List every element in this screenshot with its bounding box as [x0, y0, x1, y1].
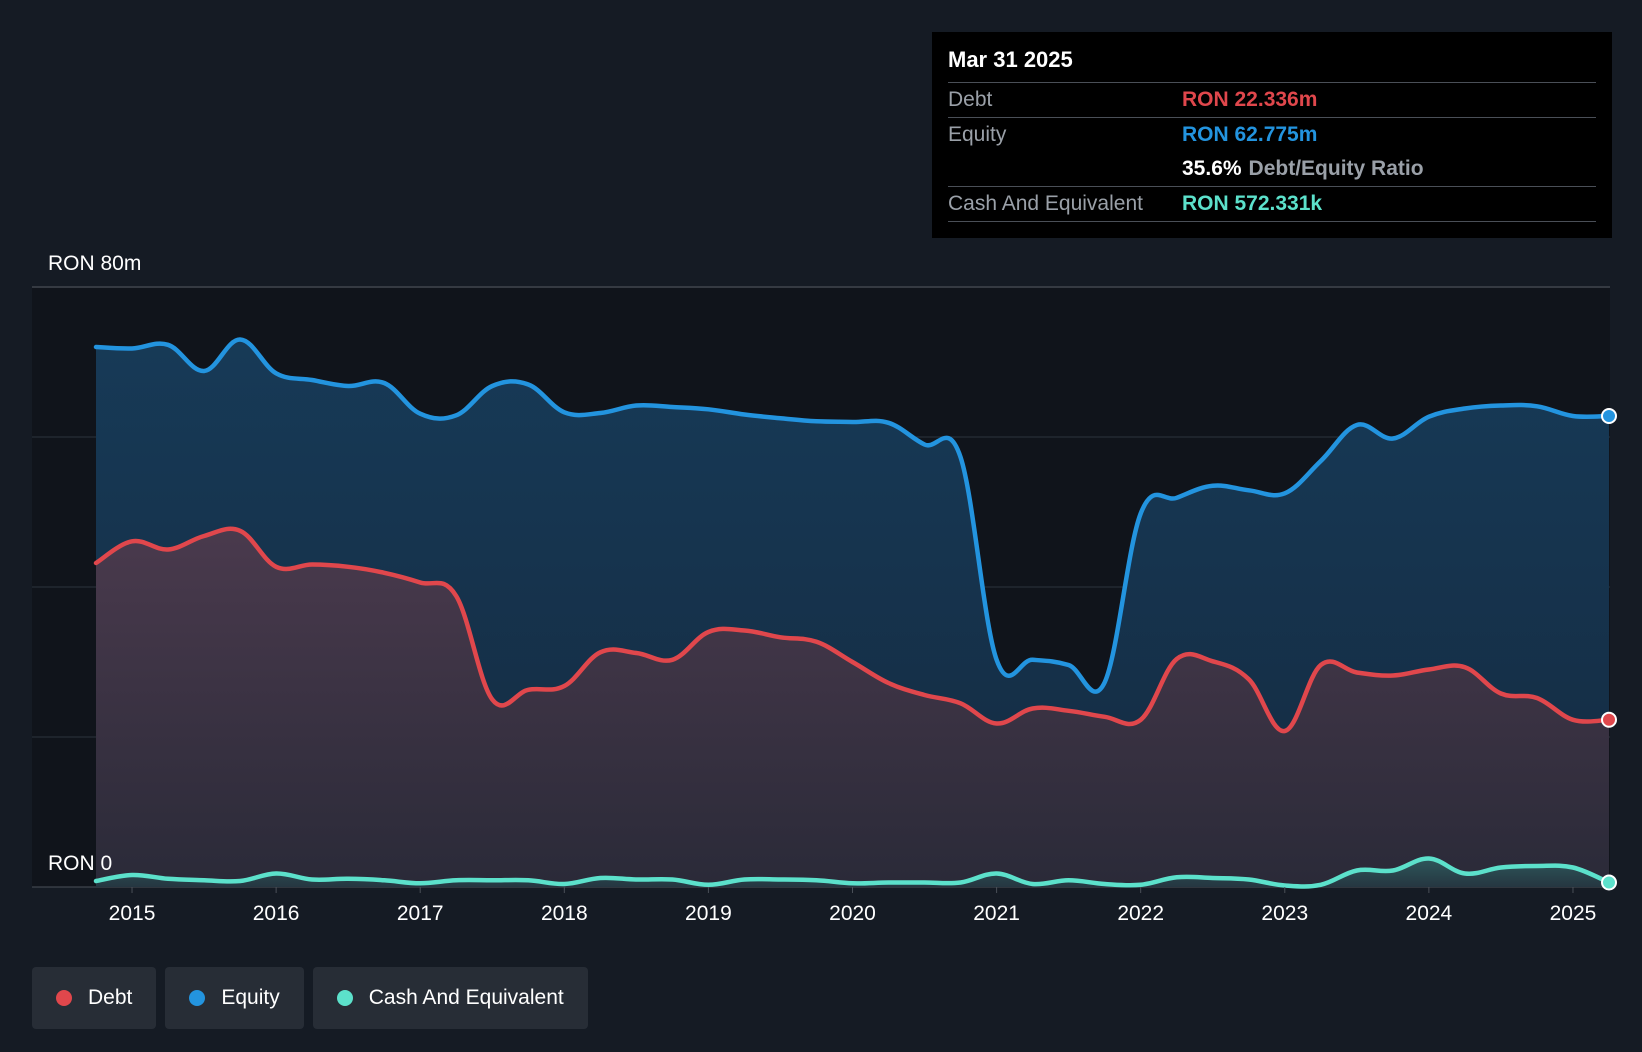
tooltip-ratio-value: 35.6% [1182, 157, 1242, 180]
tooltip-ratio-row: 35.6% Debt/Equity Ratio [948, 152, 1596, 186]
tooltip-cash-label: Cash And Equivalent [948, 192, 1143, 215]
legend-item-equity[interactable]: Equity [165, 967, 304, 1029]
y-axis-bottom-label: RON 0 [48, 852, 112, 875]
equity-line [93, 337, 1612, 694]
x-tick-label: 2015 [109, 902, 156, 925]
x-tick-label: 2023 [1261, 902, 1308, 925]
legend-debt-label: Debt [88, 986, 133, 1009]
x-tick-label: 2024 [1406, 902, 1453, 925]
legend-item-cash[interactable]: Cash And Equivalent [312, 967, 588, 1029]
tooltip-ratio-label: Debt/Equity Ratio [1248, 157, 1424, 180]
x-tick-label: 2016 [253, 902, 300, 925]
end-markers [1601, 408, 1617, 891]
tooltip-debt-value: RON 22.336m [1182, 88, 1318, 111]
legend-equity-label: Equity [221, 986, 280, 1009]
tooltip-debt-label: Debt [948, 88, 993, 111]
x-axis-ticks: 2015 2016 2017 2018 2019 2020 2021 2022 2023 2024… [109, 887, 1597, 925]
x-tick-label: 2020 [829, 902, 876, 925]
tooltip-cash-value: RON 572.331k [1182, 192, 1323, 215]
x-tick-label: 2017 [397, 902, 444, 925]
legend-item-debt[interactable]: Debt [32, 967, 157, 1029]
legend-cash-label: Cash And Equivalent [368, 986, 564, 1009]
cash-end-marker [1601, 874, 1617, 891]
series-lines [93, 337, 1612, 889]
x-tick-label: 2018 [541, 902, 588, 925]
y-axis-top-label: RON 80m [48, 252, 141, 275]
debt-dot-icon [56, 990, 72, 1006]
x-tick-label: 2019 [685, 902, 732, 925]
x-tick-label: 2021 [973, 902, 1020, 925]
cash-dot-icon [336, 990, 353, 1006]
chart-legend: Debt Equity Cash And Equivalent [32, 967, 588, 1029]
debt-area [96, 528, 1609, 887]
tooltip-date: Mar 31 2025 [948, 47, 1073, 72]
tooltip-equity-row: Equity RON 62.775m [948, 117, 1596, 152]
equity-end-marker [1601, 408, 1617, 424]
tooltip-debt-row: Debt RON 22.336m [948, 82, 1596, 117]
data-tooltip: Mar 31 2025 Debt RON 22.336m Equity RON … [932, 32, 1612, 238]
debt-line [93, 526, 1612, 734]
cash-line [93, 856, 1612, 889]
equity-dot-icon [189, 990, 206, 1006]
tooltip-equity-value: RON 62.775m [1182, 123, 1318, 146]
x-tick-label: 2025 [1550, 902, 1597, 925]
tooltip-cash-row: Cash And Equivalent RON 572.331k [948, 186, 1596, 222]
tooltip-equity-label: Equity [948, 123, 1007, 146]
x-tick-label: 2022 [1117, 902, 1164, 925]
debt-end-marker [1601, 711, 1617, 728]
